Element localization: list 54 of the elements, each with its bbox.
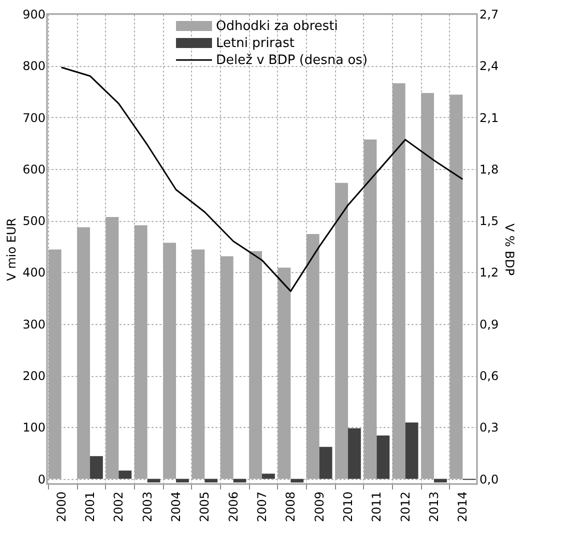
y2-tick-label: 1,5 [480,214,499,228]
bar [90,456,103,479]
y-tick-label: 800 [22,59,46,74]
y2-tick-label: 0,6 [480,369,499,384]
bar [118,470,132,479]
x-tick-label: 2002 [112,492,126,522]
bar [290,478,304,482]
y-tick-label: 900 [22,8,46,22]
x-tick-label: 2008 [284,492,298,522]
x-tick-label: 2010 [341,492,355,522]
bar [262,474,275,479]
y-tick-label: 0 [38,472,46,486]
x-tick-label: 2012 [398,492,412,522]
y-tick-label: 300 [22,317,46,332]
x-tick-label: 2009 [312,492,326,522]
y-tick-label: 100 [22,420,46,435]
y-tick-label: 500 [22,214,46,228]
bar [233,478,246,482]
y2-tick-label: 0,3 [480,420,499,435]
y2-tick-label: 0,9 [480,317,499,332]
y-axis-title: V mio EUR [4,218,19,281]
x-tick-label: 2005 [198,492,212,522]
x-tick-label: 2001 [83,492,97,522]
bar [376,435,390,479]
bar [176,478,189,482]
x-tick-label: 2000 [54,492,68,522]
y-tick-label: 700 [22,110,46,125]
bar [405,422,418,479]
y-tick-label: 600 [22,162,46,176]
y2-axis-title: V % BDP [502,224,517,276]
bar [204,478,218,482]
x-tick-label: 2006 [226,492,240,522]
x-tick-label: 2004 [169,492,183,522]
y-tick-label: 400 [22,266,46,280]
x-tick-label: 2011 [370,492,384,522]
y2-tick-label: 1,2 [480,266,499,280]
line-series [60,66,464,292]
x-tick-label: 2013 [427,492,441,522]
legend-label: Odhodki za obresti [216,19,338,34]
y2-tick-label: 2,1 [480,110,499,125]
y-tick-label: 200 [22,369,46,384]
bar [319,446,332,479]
bar [434,478,447,482]
y2-tick-label: 1,8 [480,162,499,176]
y2-tick-label: 2,4 [480,59,499,74]
x-tick-label: 2014 [456,492,470,522]
y2-tick-label: 2,7 [480,8,499,22]
bar [147,478,160,482]
bar [348,428,361,479]
x-tick-label: 2003 [140,492,154,522]
x-tick-label: 2007 [255,492,269,522]
y2-tick-label: 0,0 [480,472,499,486]
legend-label: Delež v BDP (desna os) [216,53,368,68]
legend-label: Letni prirast [216,36,294,51]
